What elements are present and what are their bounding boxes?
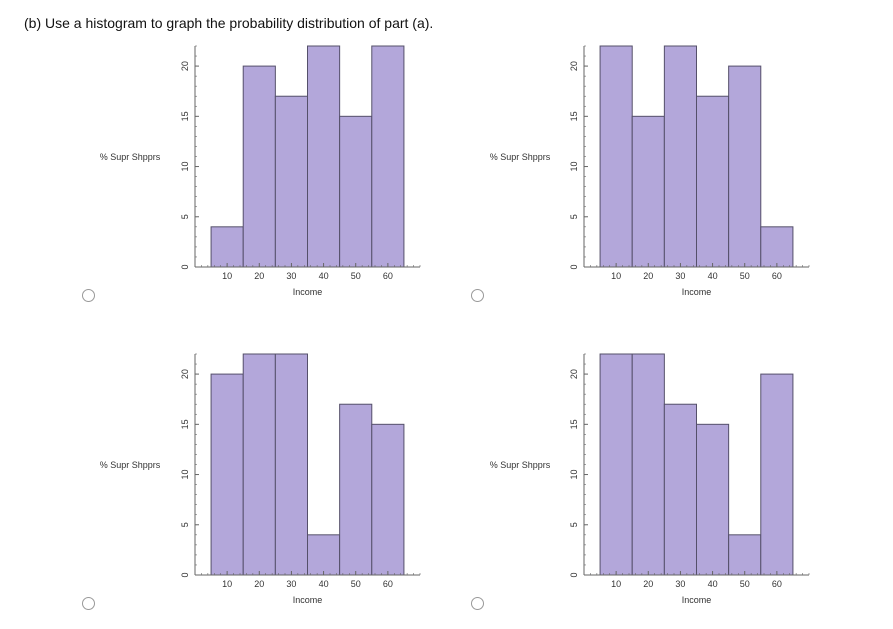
chart-d-bar-3 <box>663 403 697 576</box>
chart-b-bar-3 <box>663 45 697 268</box>
chart-a-y-tick-label: 20 <box>180 61 190 71</box>
chart-c-bar-1 <box>210 373 244 576</box>
chart-a-x-tick-label: 40 <box>319 271 329 281</box>
chart-d-y-tick-label: 10 <box>569 470 579 480</box>
chart-b-bar-1 <box>599 45 633 268</box>
question-text: (b) Use a histogram to graph the probabi… <box>24 15 434 31</box>
chart-d-bar-6 <box>760 373 794 576</box>
chart-c-y-tick-label: 15 <box>180 419 190 429</box>
chart-a-x-tick-label: 20 <box>254 271 264 281</box>
chart-a-y-tick-label: 5 <box>180 214 190 219</box>
chart-a-x-tick-label: 30 <box>286 271 296 281</box>
chart-d-bar-4 <box>696 423 730 576</box>
chart-c-bar-6 <box>371 423 405 576</box>
chart-d-x-tick-label: 30 <box>675 579 685 589</box>
chart-b-x-tick-label: 20 <box>643 271 653 281</box>
chart-b-y-tick-label: 15 <box>569 111 579 121</box>
chart-d-bar-5 <box>728 534 762 576</box>
option-d-radio[interactable] <box>471 597 484 610</box>
chart-c-bar-4 <box>307 534 341 576</box>
chart-a-y-label: % Supr Shpprs <box>100 152 161 162</box>
chart-b-y-tick-label: 10 <box>569 162 579 172</box>
chart-c-x-tick-label: 50 <box>351 579 361 589</box>
chart-a-y-tick-label: 15 <box>180 111 190 121</box>
chart-a-y-tick-label: 0 <box>180 264 190 269</box>
chart-b-y-tick-label: 20 <box>569 61 579 71</box>
chart-c-bar-5 <box>339 403 373 576</box>
chart-b-x-tick-label: 50 <box>740 271 750 281</box>
option-b-radio[interactable] <box>471 289 484 302</box>
chart-b-x-tick-label: 30 <box>675 271 685 281</box>
chart-d-x-tick-label: 20 <box>643 579 653 589</box>
chart-d-y-tick-label: 20 <box>569 369 579 379</box>
chart-d-bar-2 <box>631 353 665 576</box>
chart-a-y-tick-label: 10 <box>180 162 190 172</box>
chart-d-x-label: Income <box>682 595 712 605</box>
chart-c-x-tick-label: 40 <box>319 579 329 589</box>
chart-d-y-tick-label: 15 <box>569 419 579 429</box>
chart-d-x-tick-label: 40 <box>708 579 718 589</box>
chart-b-y-tick-label: 5 <box>569 214 579 219</box>
chart-a-x-tick-label: 10 <box>222 271 232 281</box>
option-a-radio[interactable] <box>82 289 95 302</box>
chart-c-y-tick-label: 0 <box>180 572 190 577</box>
chart-d-x-tick-label: 60 <box>772 579 782 589</box>
chart-b-bar-5 <box>728 65 762 268</box>
chart-a-bar-1 <box>210 226 244 268</box>
chart-a-x-label: Income <box>293 287 323 297</box>
chart-b-y-tick-label: 0 <box>569 264 579 269</box>
chart-d-x-tick-label: 10 <box>611 579 621 589</box>
chart-c-bar-2 <box>242 353 276 576</box>
chart-b-bar-2 <box>631 115 665 268</box>
chart-d-bar-1 <box>599 353 633 576</box>
chart-a-bar-4 <box>307 45 341 268</box>
chart-c-y-tick-label: 20 <box>180 369 190 379</box>
chart-a-bar-2 <box>242 65 276 268</box>
chart-c-x-label: Income <box>293 595 323 605</box>
chart-a-x-tick-label: 60 <box>383 271 393 281</box>
chart-c-bar-3 <box>274 353 309 576</box>
chart-b-bar-4 <box>696 95 730 268</box>
chart-a-bar-5 <box>339 115 373 268</box>
chart-d-y-tick-label: 5 <box>569 522 579 527</box>
chart-a-x-tick-label: 50 <box>351 271 361 281</box>
chart-d-y-tick-label: 0 <box>569 572 579 577</box>
chart-c-x-tick-label: 30 <box>286 579 296 589</box>
chart-b-bar-6 <box>760 226 794 268</box>
chart-b-x-tick-label: 10 <box>611 271 621 281</box>
chart-c-x-tick-label: 20 <box>254 579 264 589</box>
chart-c-y-tick-label: 5 <box>180 522 190 527</box>
chart-a-bar-6 <box>371 45 405 268</box>
chart-b-y-label: % Supr Shpprs <box>490 152 551 162</box>
chart-c-y-label: % Supr Shpprs <box>100 460 161 470</box>
chart-b-x-label: Income <box>682 287 712 297</box>
option-c-radio[interactable] <box>82 597 95 610</box>
chart-b-x-tick-label: 60 <box>772 271 782 281</box>
chart-d-y-label: % Supr Shpprs <box>490 460 551 470</box>
chart-c-x-tick-label: 60 <box>383 579 393 589</box>
chart-a-bar-3 <box>274 95 309 268</box>
chart-b-x-tick-label: 40 <box>708 271 718 281</box>
chart-c-y-tick-label: 10 <box>180 470 190 480</box>
chart-d-x-tick-label: 50 <box>740 579 750 589</box>
chart-c-x-tick-label: 10 <box>222 579 232 589</box>
